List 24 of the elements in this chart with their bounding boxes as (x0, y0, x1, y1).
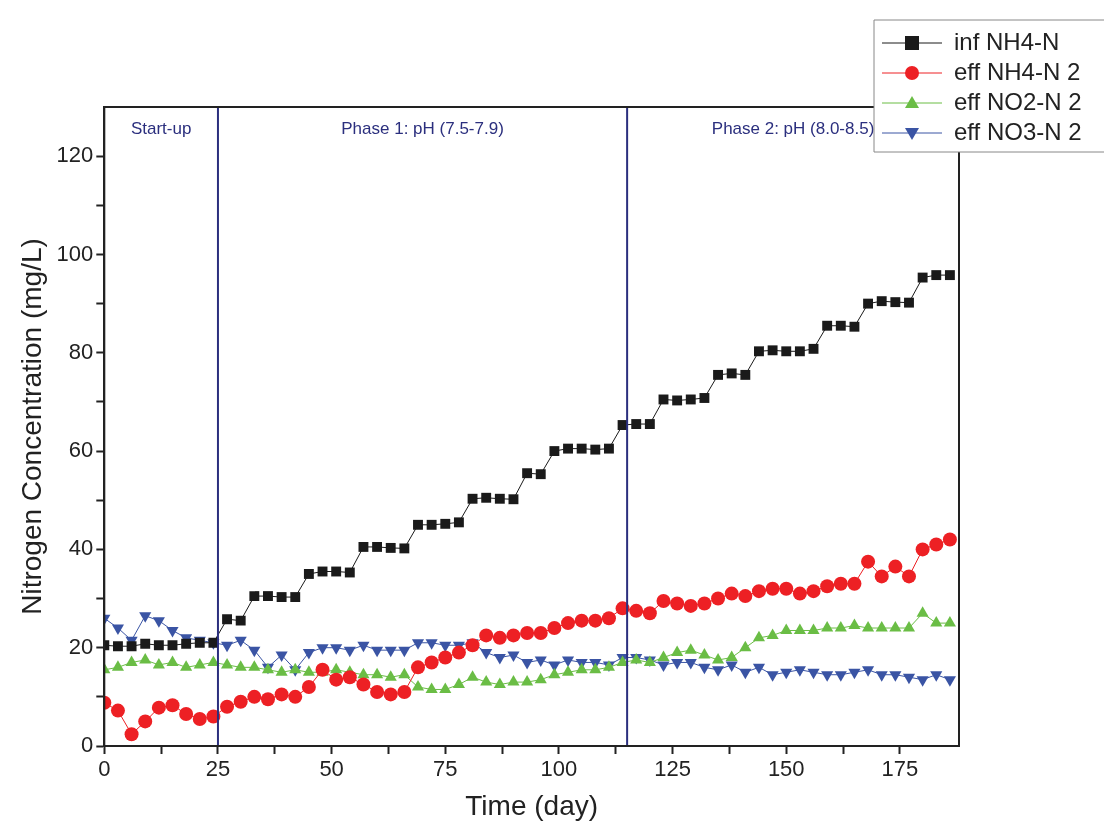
annotation: Phase 1: pH (7.5-7.9) (341, 118, 504, 138)
x-tick-label: 175 (881, 756, 919, 782)
y-tick-label: 100 (56, 240, 94, 266)
legend-label: eff NH4-N 2 (954, 57, 1081, 85)
y-tick-label: 60 (68, 437, 94, 463)
y-tick-label: 20 (68, 633, 94, 659)
y-tick-label: 80 (68, 338, 94, 364)
y-axis-title: Nitrogen Concentration (mg/L) (15, 238, 47, 615)
y-tick-label: 40 (68, 535, 94, 561)
x-axis-title: Time (day) (465, 789, 599, 821)
legend-label: inf NH4-N (954, 27, 1060, 55)
y-tick-label: 0 (81, 732, 94, 758)
annotation: Phase 2: pH (8.0-8.5) (711, 118, 875, 138)
y-tick-label: 120 (56, 142, 94, 168)
x-tick-label: 100 (540, 756, 578, 782)
x-tick-label: 75 (433, 756, 458, 782)
legend-label: eff NO2-N 2 (954, 87, 1082, 115)
annotation: Start-up (130, 118, 192, 138)
x-tick-label: 0 (98, 756, 111, 782)
x-tick-label: 150 (767, 756, 805, 782)
x-tick-label: 25 (205, 756, 231, 782)
legend-label: eff NO3-N 2 (954, 117, 1082, 145)
x-tick-label: 50 (319, 756, 344, 782)
x-tick-label: 125 (654, 756, 691, 782)
